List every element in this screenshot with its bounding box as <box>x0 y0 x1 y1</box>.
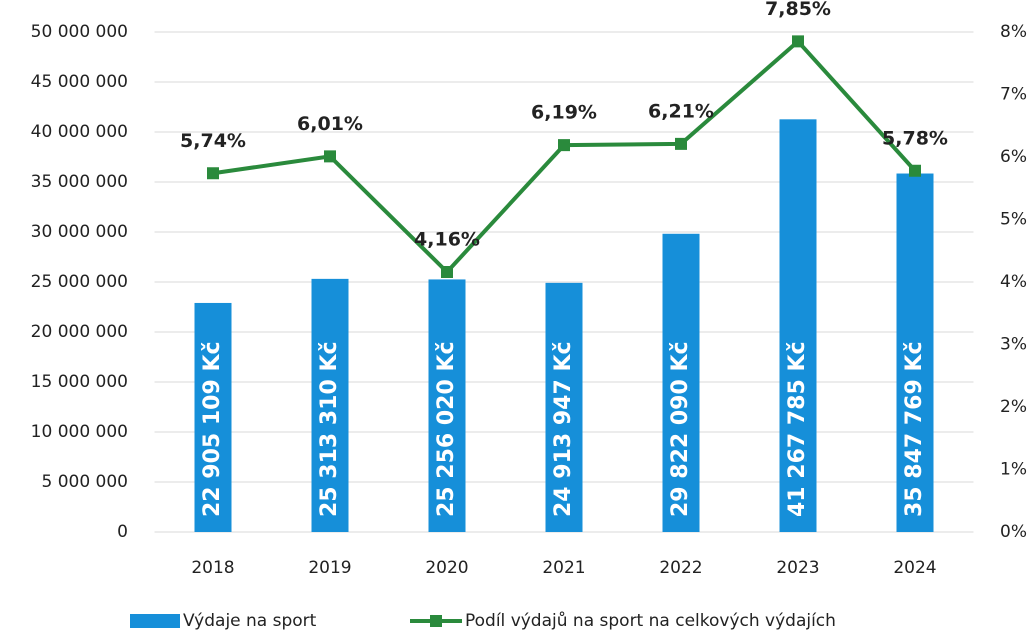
line-marker <box>558 139 570 152</box>
line-marker <box>792 35 804 48</box>
line-value-label: 7,85% <box>765 0 831 20</box>
y-tick-label: 50 000 000 <box>31 22 128 42</box>
line-marker <box>324 150 336 163</box>
bar <box>311 278 349 532</box>
legend-swatch <box>430 615 442 627</box>
y2-tick-label: 0% <box>1000 522 1027 542</box>
y2-tick-label: 4% <box>1000 272 1027 292</box>
bar-value-label: 29 822 090 Kč <box>668 341 693 517</box>
legend-label: Podíl výdajů na sport na celkových výdaj… <box>465 611 836 631</box>
y-tick-label: 30 000 000 <box>31 222 128 242</box>
y-tick-label: 15 000 000 <box>31 372 128 392</box>
line-value-label: 6,19% <box>531 102 597 124</box>
line-value-label: 6,21% <box>648 100 714 122</box>
line-marker <box>207 167 219 180</box>
bar-value-label: 22 905 109 Kč <box>200 341 225 517</box>
y-tick-label: 40 000 000 <box>31 122 128 142</box>
y2-tick-label: 2% <box>1000 397 1027 417</box>
y2-tick-label: 1% <box>1000 460 1027 480</box>
bar-value-label: 41 267 785 Kč <box>785 341 810 517</box>
legend-label: Výdaje na sport <box>183 611 317 631</box>
y2-tick-label: 5% <box>1000 210 1027 230</box>
y2-tick-label: 6% <box>1000 147 1027 167</box>
x-tick-label: 2018 <box>191 558 234 578</box>
y-tick-label: 5 000 000 <box>41 472 128 492</box>
y-tick-label: 35 000 000 <box>31 172 128 192</box>
x-tick-label: 2019 <box>308 558 351 578</box>
bar-value-label: 25 313 310 Kč <box>317 341 342 517</box>
x-tick-label: 2021 <box>542 558 585 578</box>
y-tick-label: 25 000 000 <box>31 272 128 292</box>
y-tick-label: 45 000 000 <box>31 72 128 92</box>
line-marker <box>441 266 453 278</box>
line-value-label: 5,74% <box>180 130 246 152</box>
line-value-label: 6,01% <box>297 113 363 135</box>
line-marker <box>909 164 921 177</box>
y2-tick-label: 7% <box>1000 85 1027 105</box>
y-tick-label: 10 000 000 <box>31 422 128 442</box>
y2-tick-label: 8% <box>1000 22 1027 42</box>
bar <box>194 302 232 532</box>
bar-value-label: 35 847 769 Kč <box>902 341 927 517</box>
x-tick-label: 2024 <box>893 558 936 578</box>
bar <box>428 279 466 532</box>
bar <box>662 233 700 532</box>
bar-value-label: 24 913 947 Kč <box>551 341 576 517</box>
y2-tick-label: 3% <box>1000 335 1027 355</box>
bar <box>545 282 583 532</box>
legend-swatch <box>130 614 180 628</box>
y-tick-label: 0 <box>117 522 128 542</box>
x-tick-label: 2022 <box>659 558 702 578</box>
bar <box>779 119 817 533</box>
line-value-label: 4,16% <box>414 229 480 251</box>
x-tick-label: 2020 <box>425 558 468 578</box>
y-tick-label: 20 000 000 <box>31 322 128 342</box>
bar <box>896 173 934 532</box>
line-marker <box>675 137 687 150</box>
line-value-label: 5,78% <box>882 127 948 149</box>
x-tick-label: 2023 <box>776 558 819 578</box>
bar-value-label: 25 256 020 Kč <box>434 341 459 517</box>
